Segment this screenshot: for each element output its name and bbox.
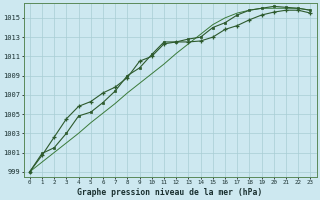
X-axis label: Graphe pression niveau de la mer (hPa): Graphe pression niveau de la mer (hPa) xyxy=(77,188,263,197)
